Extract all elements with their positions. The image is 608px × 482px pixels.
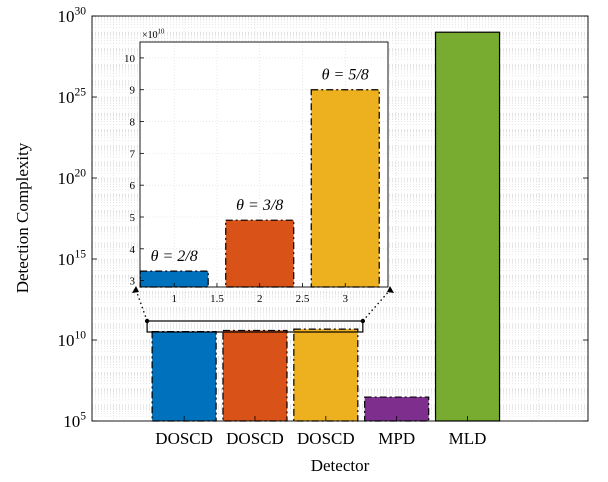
inset-y-tick-label: 5	[130, 212, 136, 224]
inset-y-tick-label: 6	[130, 180, 136, 192]
zoom-leader-left	[135, 289, 148, 322]
inset-y-multiplier: ×1010	[142, 29, 165, 42]
x-tick-label: DOSCD	[226, 429, 284, 448]
bar-mpd-4	[364, 396, 430, 422]
inset-x-tick-label: 1.5	[210, 293, 224, 305]
main-bars	[151, 31, 501, 422]
inset-annotation: θ = 3/8	[236, 197, 283, 214]
zoom-arrow-right	[387, 286, 394, 293]
x-tick-label: MLD	[449, 429, 487, 448]
bar-mld-5	[434, 31, 501, 422]
y-tick-label: 1020	[57, 166, 86, 188]
zoom-arrow-left	[132, 286, 139, 293]
inset-x-tick-label: 2	[257, 293, 263, 305]
main-x-ticks: DOSCD DOSCD DOSCD MPD MLD	[155, 416, 486, 448]
x-axis-label: Detector	[311, 456, 370, 475]
inset-annotation: θ = 5/8	[322, 67, 369, 84]
zoom-marker	[132, 286, 394, 333]
bar-doscd-2	[222, 329, 288, 422]
inset-y-tick-label: 10	[124, 53, 136, 65]
inset-y-tick-label: 7	[130, 148, 136, 160]
inset-x-tick-label: 2.5	[296, 293, 310, 305]
y-axis-label: Detection Complexity	[13, 142, 32, 293]
y-tick-label: 105	[63, 409, 86, 431]
inset-x-tick-label: 1	[171, 293, 177, 305]
x-tick-label: MPD	[378, 429, 415, 448]
inset-y-tick-label: 9	[130, 85, 136, 97]
y-tick-label: 1015	[57, 247, 86, 269]
inset-annotation: θ = 2/8	[151, 248, 198, 265]
inset-x-tick-label: 3	[342, 293, 348, 305]
inset-chart: θ = 2/8 θ = 3/8 θ = 5/8 3 4 5 6 7 8 9 10 1 1.5 2 2.5 3 ×…	[124, 29, 389, 305]
zoom-dot	[144, 318, 150, 324]
inset-bar-1	[139, 270, 209, 288]
y-tick-label: 1030	[57, 4, 86, 26]
inset-frame	[139, 41, 389, 288]
inset-y-tick-label: 4	[130, 244, 136, 256]
inset-y-tick-label: 3	[130, 276, 136, 288]
main-plot-frame	[91, 15, 589, 422]
zoom-dot	[360, 318, 366, 324]
zoom-leader-right	[362, 289, 391, 322]
bar-doscd-3	[293, 328, 359, 422]
y-tick-label: 1010	[57, 328, 86, 350]
zoom-box	[146, 320, 364, 333]
bar-doscd-1	[151, 331, 217, 422]
x-tick-label: DOSCD	[155, 429, 213, 448]
inset-y-tick-label: 8	[130, 117, 136, 129]
x-tick-label: DOSCD	[297, 429, 355, 448]
inset-bar-3	[310, 89, 380, 288]
inset-bar-2	[225, 219, 295, 288]
y-tick-label: 1025	[57, 85, 86, 107]
